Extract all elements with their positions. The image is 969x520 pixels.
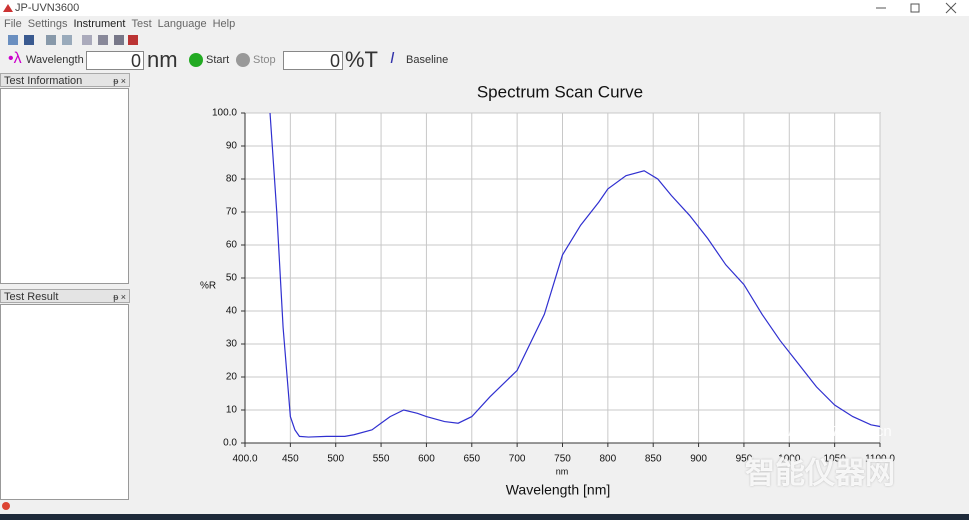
menu-item[interactable]: Language [157,18,207,30]
icon-toolbar [8,35,138,45]
panel-title: Test Result [4,291,59,303]
baseline-button[interactable]: Baseline [406,54,449,66]
status-icon [2,502,10,510]
baseline-icon[interactable]: I [390,50,395,67]
x-unit-label: nm [556,466,569,476]
stop-icon[interactable] [235,52,251,68]
chart-title: Spectrum Scan Curve [477,82,643,101]
panel-header: Test Result ᵽ × [0,289,130,303]
x-tick-label: 450 [282,454,299,465]
panel-header: Test Information ᵽ × [0,73,130,87]
wavelength-unit: nm [147,47,178,72]
panel-body [0,88,129,284]
x-tick-label: 1100.0 [865,454,895,465]
menu-item[interactable]: Settings [27,18,68,30]
x-tick-label: 600 [418,454,435,465]
wavelength-field[interactable]: 0 [86,51,144,70]
menu-item[interactable]: Help [212,18,236,30]
taskbar [0,514,969,520]
reading-field: 0 [283,51,343,70]
y-tick-label: 70 [226,207,238,218]
x-tick-label: 750 [554,454,571,465]
y-tick-label: 80 [226,174,238,185]
x-tick-label: 700 [509,454,526,465]
y-tick-label: 0.0 [223,438,237,449]
y-tick-label: 20 [226,372,238,383]
panel-controls[interactable]: ᵽ × [113,76,126,86]
x-tick-label: 1000 [778,454,801,465]
x-tick-label: 550 [373,454,390,465]
x-tick-label: 800 [600,454,617,465]
title-bar: JP-UVN3600 [0,0,969,16]
y-tick-label: 90 [226,141,238,152]
x-axis-title: Wavelength [nm] [506,482,611,498]
panel-title: Test Information [4,75,83,87]
watermark-url: www.ai17.com.cn [775,423,892,440]
y-tick-label: 10 [226,405,238,416]
window-title: JP-UVN3600 [15,2,80,14]
x-tick-label: 850 [645,454,662,465]
start-button[interactable]: Start [206,54,230,66]
panel-body [0,304,129,500]
y-axis-title: %R [200,281,216,292]
start-icon[interactable] [188,52,204,68]
window-controls[interactable] [870,2,965,14]
chart: Spectrum Scan Curve Wavelength [nm] nm %… [200,82,895,498]
y-tick-label: 40 [226,306,238,317]
lambda-icon: •λ [8,50,22,67]
y-tick-label: 60 [226,240,238,251]
menu-bar: File Settings Instrument Test Language Help [4,18,241,30]
y-tick-label: 100.0 [212,108,237,119]
menu-item[interactable]: Instrument [73,18,126,30]
panel-controls[interactable]: ᵽ × [113,292,126,302]
x-tick-label: 1050 [824,454,847,465]
reading-unit: %T [345,47,378,72]
app-icon [3,4,13,12]
stop-button[interactable]: Stop [253,54,276,66]
watermark-name: 智能仪器网 [745,457,895,490]
y-tick-label: 50 [226,273,238,284]
y-tick-label: 30 [226,339,238,350]
measure-toolbar: •λ Wavelength 0 nm Start Stop 0 %T I Bas… [0,49,969,71]
menu-item[interactable]: File [4,18,22,30]
spectrum-line [269,112,881,438]
menu-item[interactable]: Test [131,18,152,30]
x-tick-label: 950 [736,454,753,465]
x-tick-label: 400.0 [232,454,257,465]
x-tick-label: 650 [463,454,480,465]
x-tick-label: 900 [690,454,707,465]
wavelength-label: Wavelength [26,54,84,66]
x-tick-label: 500 [327,454,344,465]
